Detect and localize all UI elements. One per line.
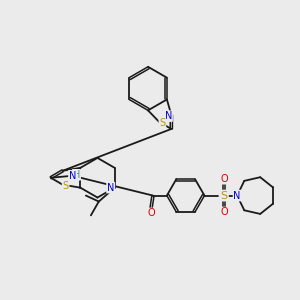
Text: H: H xyxy=(73,170,80,180)
Text: N: N xyxy=(165,111,172,121)
Text: O: O xyxy=(147,208,155,218)
Text: N: N xyxy=(69,171,76,181)
Text: S: S xyxy=(63,181,69,191)
Text: O: O xyxy=(220,174,228,184)
Text: N: N xyxy=(107,183,114,193)
Text: N: N xyxy=(233,190,241,201)
Text: O: O xyxy=(220,207,228,218)
Text: S: S xyxy=(159,118,165,128)
Text: S: S xyxy=(221,190,228,201)
